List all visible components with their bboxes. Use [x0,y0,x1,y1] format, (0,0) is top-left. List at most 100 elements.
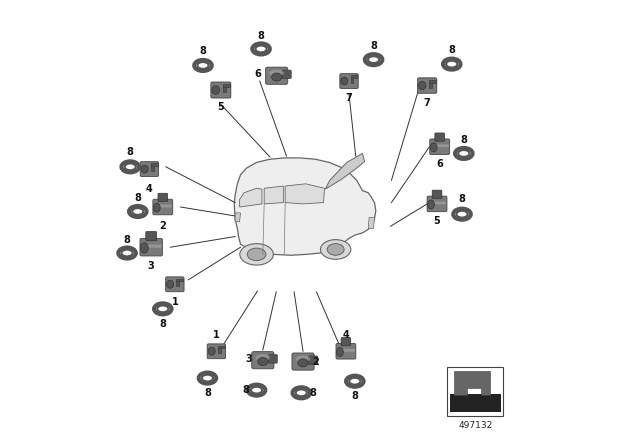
Ellipse shape [166,280,173,288]
Text: 8: 8 [243,385,250,395]
FancyBboxPatch shape [252,352,274,369]
FancyBboxPatch shape [431,144,449,147]
FancyBboxPatch shape [336,344,356,359]
Text: 8: 8 [448,45,455,55]
Ellipse shape [212,86,220,95]
Ellipse shape [269,69,284,77]
Polygon shape [235,213,241,222]
Text: 8: 8 [159,319,166,329]
Text: 5: 5 [434,216,440,226]
FancyBboxPatch shape [266,67,288,84]
Bar [429,80,436,82]
FancyBboxPatch shape [308,356,317,365]
Text: 8: 8 [124,235,131,245]
Text: 8: 8 [351,391,358,401]
Bar [151,164,158,166]
Ellipse shape [428,200,435,209]
FancyBboxPatch shape [158,193,168,202]
Bar [449,372,501,395]
Ellipse shape [340,77,348,85]
FancyBboxPatch shape [140,162,159,177]
FancyBboxPatch shape [435,133,445,141]
Ellipse shape [271,73,282,81]
FancyBboxPatch shape [140,238,163,256]
Ellipse shape [296,355,310,362]
FancyBboxPatch shape [341,337,351,346]
Text: 8: 8 [258,30,264,40]
FancyBboxPatch shape [211,82,231,98]
Ellipse shape [419,82,426,90]
Text: 3: 3 [148,262,154,271]
FancyBboxPatch shape [154,205,172,207]
Bar [151,165,154,171]
Ellipse shape [154,203,160,212]
Text: 8: 8 [370,41,377,51]
Text: 497132: 497132 [458,422,492,431]
Text: 7: 7 [346,93,353,103]
FancyBboxPatch shape [166,277,184,292]
Text: 4: 4 [342,330,349,340]
FancyBboxPatch shape [153,199,173,215]
FancyBboxPatch shape [417,78,436,93]
FancyBboxPatch shape [428,202,446,204]
Ellipse shape [247,248,266,261]
Ellipse shape [327,244,344,255]
Bar [218,348,221,353]
Bar [447,367,503,416]
Text: 8: 8 [459,194,465,204]
Text: 8: 8 [200,46,207,56]
FancyBboxPatch shape [292,353,314,370]
Polygon shape [239,188,262,207]
Polygon shape [325,153,365,189]
Ellipse shape [140,243,148,253]
Text: 7: 7 [424,98,431,108]
FancyBboxPatch shape [282,70,291,79]
Ellipse shape [337,348,343,357]
FancyBboxPatch shape [427,196,447,211]
Ellipse shape [321,240,351,259]
Text: 8: 8 [134,193,141,203]
Polygon shape [368,217,374,228]
FancyBboxPatch shape [141,245,161,248]
Text: 6: 6 [254,69,261,79]
Bar [177,281,179,286]
Bar [449,394,501,413]
FancyBboxPatch shape [207,344,225,359]
Bar [223,84,230,87]
Text: 8: 8 [310,388,317,398]
Text: 4: 4 [146,184,153,194]
Text: 6: 6 [436,159,443,169]
FancyBboxPatch shape [268,354,277,363]
FancyBboxPatch shape [337,349,355,352]
FancyBboxPatch shape [432,190,442,198]
Ellipse shape [208,347,215,355]
Bar [177,279,183,281]
Ellipse shape [240,244,273,265]
Bar [218,345,225,349]
FancyBboxPatch shape [430,139,450,155]
Text: 2: 2 [312,357,319,366]
Text: 3: 3 [245,354,252,364]
Text: 1: 1 [172,297,178,307]
Bar [351,75,358,78]
FancyBboxPatch shape [340,73,358,89]
Text: 8: 8 [127,146,134,157]
Bar [223,86,226,92]
Text: 8: 8 [204,388,211,398]
Bar [429,82,432,88]
Polygon shape [285,184,324,204]
Ellipse shape [298,359,308,367]
Text: 8: 8 [460,135,467,145]
Polygon shape [264,186,284,204]
Ellipse shape [430,143,437,152]
Ellipse shape [141,165,148,173]
FancyBboxPatch shape [146,232,157,241]
Ellipse shape [255,354,270,361]
Polygon shape [454,371,490,395]
Bar [351,78,353,83]
Text: 1: 1 [213,330,220,340]
Polygon shape [234,158,376,255]
Text: 5: 5 [218,102,224,112]
Text: 2: 2 [159,221,166,231]
Ellipse shape [258,358,268,366]
